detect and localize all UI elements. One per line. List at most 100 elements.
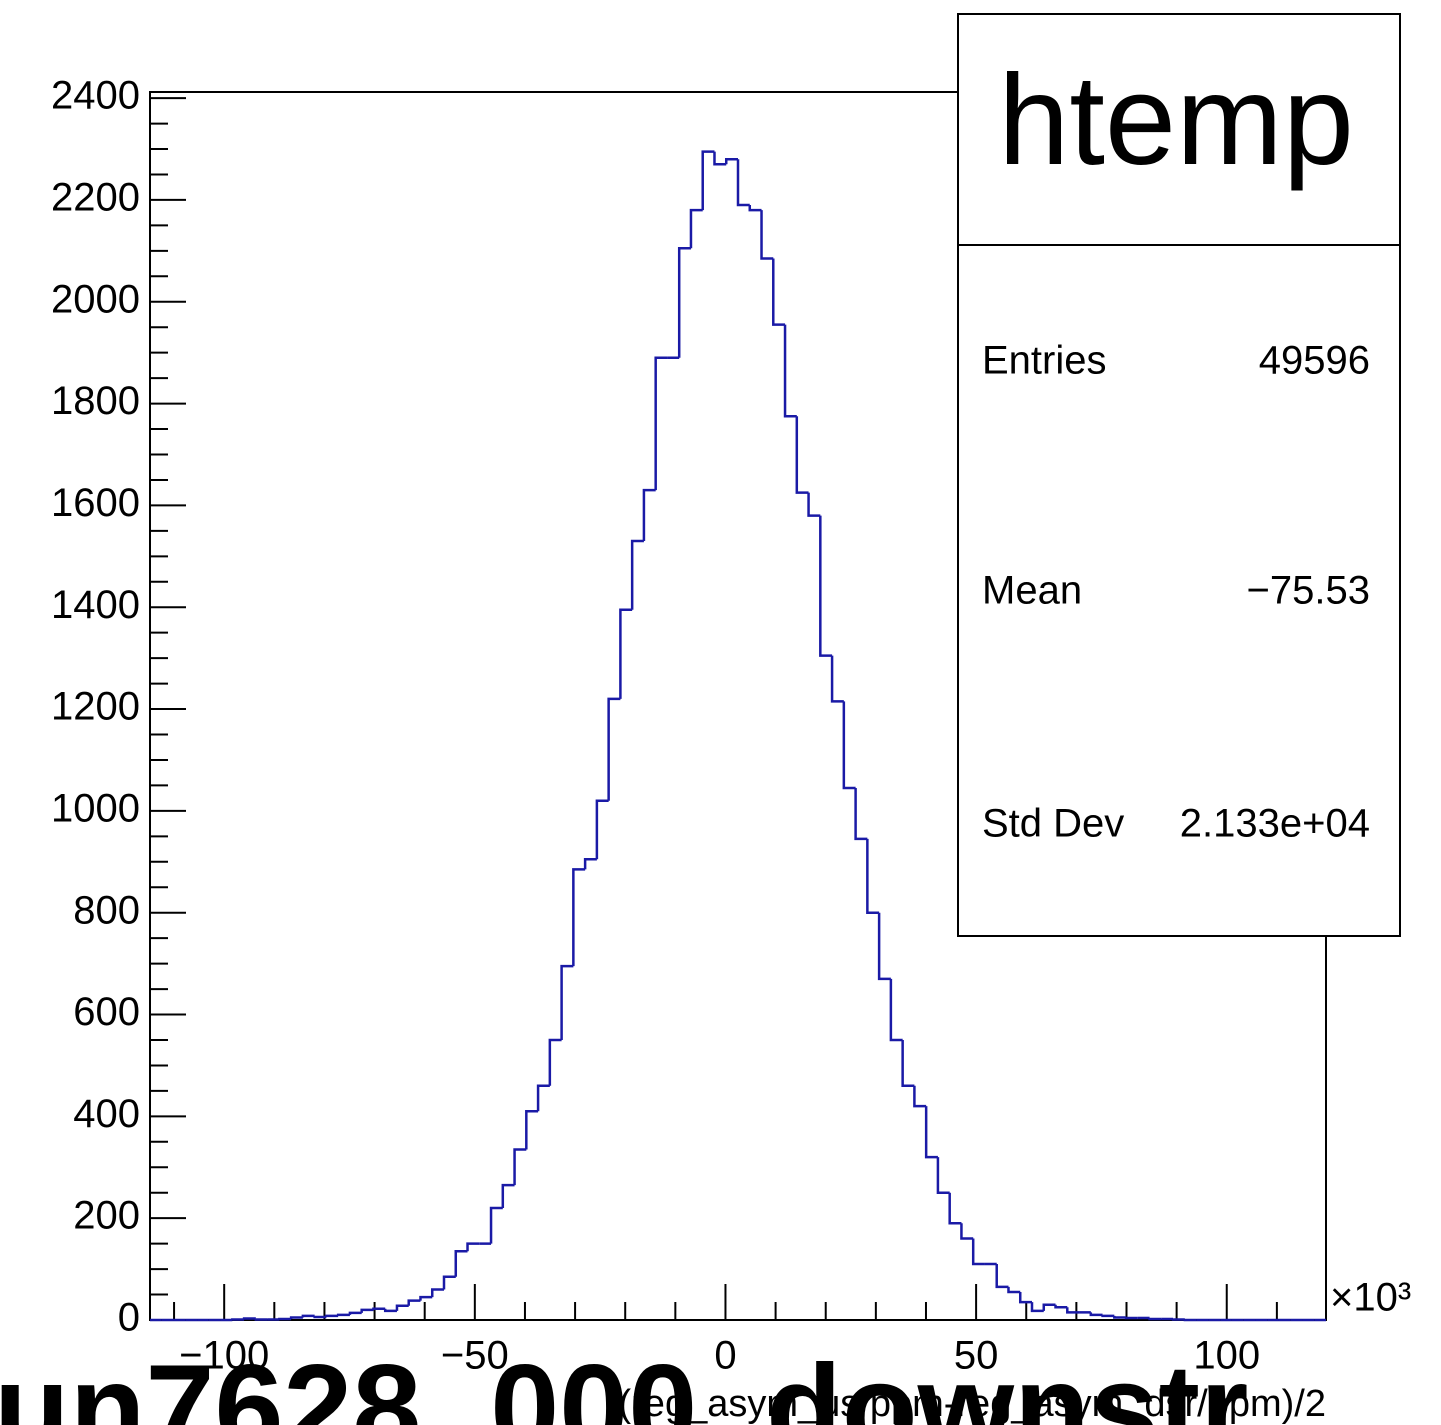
histogram-bin <box>795 416 809 494</box>
stats-label: Entries <box>982 339 1107 383</box>
histogram-bin <box>713 151 727 166</box>
y-tick-label: 800 <box>73 888 140 932</box>
histogram-bin <box>489 1206 503 1244</box>
histogram-bin <box>525 1110 539 1150</box>
histogram-bin <box>454 1250 468 1277</box>
histogram-bin <box>960 1223 974 1240</box>
histogram-bin <box>783 324 797 418</box>
histogram-bin <box>1066 1307 1080 1314</box>
histogram-bin <box>348 1311 362 1315</box>
histogram-bin <box>536 1084 550 1112</box>
histogram-bin <box>548 1038 562 1086</box>
histogram-bin <box>231 1318 245 1321</box>
histogram-bin <box>301 1314 315 1318</box>
histogram-bin <box>583 857 597 870</box>
histogram-bin <box>1089 1312 1103 1317</box>
y-tick-label: 2400 <box>51 74 140 118</box>
histogram-bin <box>889 978 903 1042</box>
histogram-bin <box>407 1299 421 1306</box>
histogram-bin <box>619 608 633 699</box>
histogram-bin <box>936 1157 950 1194</box>
histogram-bin <box>442 1275 456 1290</box>
stats-frame <box>957 13 1401 937</box>
y-tick-label: 2200 <box>51 175 140 219</box>
histogram-bin <box>901 1039 915 1088</box>
histogram-bin <box>501 1183 515 1208</box>
stats-value: 49596 <box>1259 339 1370 383</box>
y-tick-label: 400 <box>73 1092 140 1136</box>
histogram-bin <box>242 1317 256 1320</box>
histogram-bin <box>1183 1318 1197 1322</box>
histogram-bin <box>760 210 774 260</box>
histogram-bin <box>913 1085 927 1108</box>
footer-label: un7628_000_downstr <box>0 1340 1248 1425</box>
histogram-bin <box>995 1264 1009 1289</box>
histogram-bin <box>372 1307 386 1311</box>
histogram-bin <box>642 488 656 542</box>
histogram-bin <box>419 1295 433 1301</box>
histogram-bin <box>866 838 880 914</box>
histogram-bin <box>1018 1292 1032 1304</box>
y-tick-label: 1400 <box>51 583 140 627</box>
y-tick-label: 0 <box>118 1296 140 1340</box>
histogram-bin <box>289 1316 303 1319</box>
y-tick-label: 1600 <box>51 481 140 525</box>
y-tick-label: 200 <box>73 1194 140 1238</box>
histogram-bin <box>383 1308 397 1313</box>
stats-label: Std Dev <box>982 802 1124 846</box>
histogram-bin <box>842 701 856 790</box>
histogram-bin <box>630 539 644 610</box>
x-tick-label: −50 <box>441 1334 509 1378</box>
histogram-bin <box>1007 1286 1021 1294</box>
histogram-bin <box>336 1313 350 1317</box>
histogram-bin <box>701 150 715 211</box>
histogram-bin <box>1148 1317 1162 1321</box>
histogram-bin <box>772 258 786 326</box>
histogram-bin <box>854 787 868 841</box>
y-tick-label: 2000 <box>51 277 140 321</box>
histogram-bin <box>877 912 891 981</box>
x-axis-label: (reg_asym_us/ppm-reg_asym_dsr/ppm)/2 <box>619 1383 1327 1425</box>
histogram-bin <box>924 1106 938 1159</box>
histogram-bin <box>466 1242 480 1252</box>
histogram-bin <box>430 1288 444 1298</box>
histogram-bin <box>325 1314 339 1318</box>
stats-label: Mean <box>982 569 1082 613</box>
histogram-bin <box>830 655 844 703</box>
y-tick-label: 1200 <box>51 685 140 729</box>
histogram-bin <box>748 205 762 212</box>
histogram-bin <box>254 1318 268 1321</box>
histogram-bin <box>595 799 609 860</box>
stats-value: −75.53 <box>1247 569 1370 613</box>
histogram-bin <box>819 515 833 657</box>
histogram-bin <box>1101 1314 1115 1318</box>
x-multiplier: ×10³ <box>1330 1276 1411 1320</box>
histogram-bin <box>1113 1315 1127 1319</box>
stats-value: 2.133e+04 <box>1180 802 1370 846</box>
histogram-bin <box>689 208 703 249</box>
histogram-bin <box>607 697 621 801</box>
histogram-bin <box>1042 1303 1056 1311</box>
y-tick-label: 1000 <box>51 786 140 830</box>
histogram-bin <box>513 1148 527 1186</box>
histogram-bin <box>948 1192 962 1225</box>
stats-box: htemp Entries 49596 Mean −75.53 Std Dev 2.133e… <box>957 13 1401 937</box>
histogram-bin <box>724 157 738 165</box>
histogram-bin <box>677 247 691 358</box>
x-tick-label: 100 <box>1193 1334 1260 1378</box>
histogram-bin <box>572 868 586 967</box>
y-tick-label: 600 <box>73 990 140 1034</box>
histogram-bin <box>560 964 574 1040</box>
y-tick-label: 1800 <box>51 379 140 423</box>
histogram-bin <box>1054 1304 1068 1309</box>
histogram-bin <box>971 1238 985 1266</box>
histogram-bin <box>313 1315 327 1319</box>
x-tick-label: 0 <box>714 1334 736 1378</box>
x-tick-label: 50 <box>954 1334 999 1378</box>
histogram-bin <box>1030 1302 1044 1313</box>
histogram-bin <box>1171 1318 1185 1321</box>
histogram-bin <box>654 356 668 491</box>
histogram-bin <box>278 1317 292 1321</box>
